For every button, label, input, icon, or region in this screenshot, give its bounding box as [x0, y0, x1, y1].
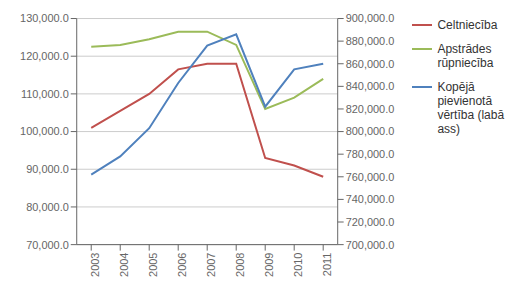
svg-text:100,000.0: 100,000.0: [20, 125, 69, 137]
svg-text:2011: 2011: [321, 253, 333, 277]
svg-text:820,000.0: 820,000.0: [346, 103, 395, 115]
svg-text:740,000.0: 740,000.0: [346, 193, 395, 205]
svg-text:2005: 2005: [147, 253, 159, 277]
svg-text:110,000.0: 110,000.0: [21, 88, 69, 100]
svg-text:880,000.0: 880,000.0: [346, 35, 395, 47]
svg-text:2010: 2010: [292, 253, 304, 277]
svg-text:2007: 2007: [205, 253, 217, 277]
html-text:Celtniecība: Celtniecība: [437, 18, 498, 32]
svg-text:760,000.0: 760,000.0: [346, 171, 395, 183]
svg-text:70,000.0: 70,000.0: [26, 239, 69, 251]
svg-text:2003: 2003: [89, 253, 101, 277]
svg-text:90,000.0: 90,000.0: [26, 163, 69, 175]
svg-text:2004: 2004: [118, 253, 130, 277]
svg-text:700,000.0: 700,000.0: [346, 239, 395, 251]
svg-text:900,000.0: 900,000.0: [346, 12, 395, 24]
svg-text:860,000.0: 860,000.0: [346, 58, 395, 70]
svg-text:840,000.0: 840,000.0: [346, 80, 395, 92]
svg-text:720,000.0: 720,000.0: [346, 216, 395, 228]
svg-text:80,000.0: 80,000.0: [26, 201, 69, 213]
svg-text:2008: 2008: [234, 253, 246, 277]
svg-text:2009: 2009: [263, 253, 275, 277]
svg-text:120,000.0: 120,000.0: [20, 50, 69, 62]
html-text:Apstrādes rūpniecība: Apstrādes rūpniecība: [437, 42, 494, 70]
svg-text:780,000.0: 780,000.0: [346, 148, 395, 160]
svg-text:130,000.0: 130,000.0: [20, 12, 69, 24]
html-text:Kopējā pievienotā vērtība (lab: Kopējā pievienotā vērtība (labā ass): [437, 80, 505, 136]
svg-text:2006: 2006: [176, 253, 188, 277]
svg-text:800,000.0: 800,000.0: [346, 125, 395, 137]
